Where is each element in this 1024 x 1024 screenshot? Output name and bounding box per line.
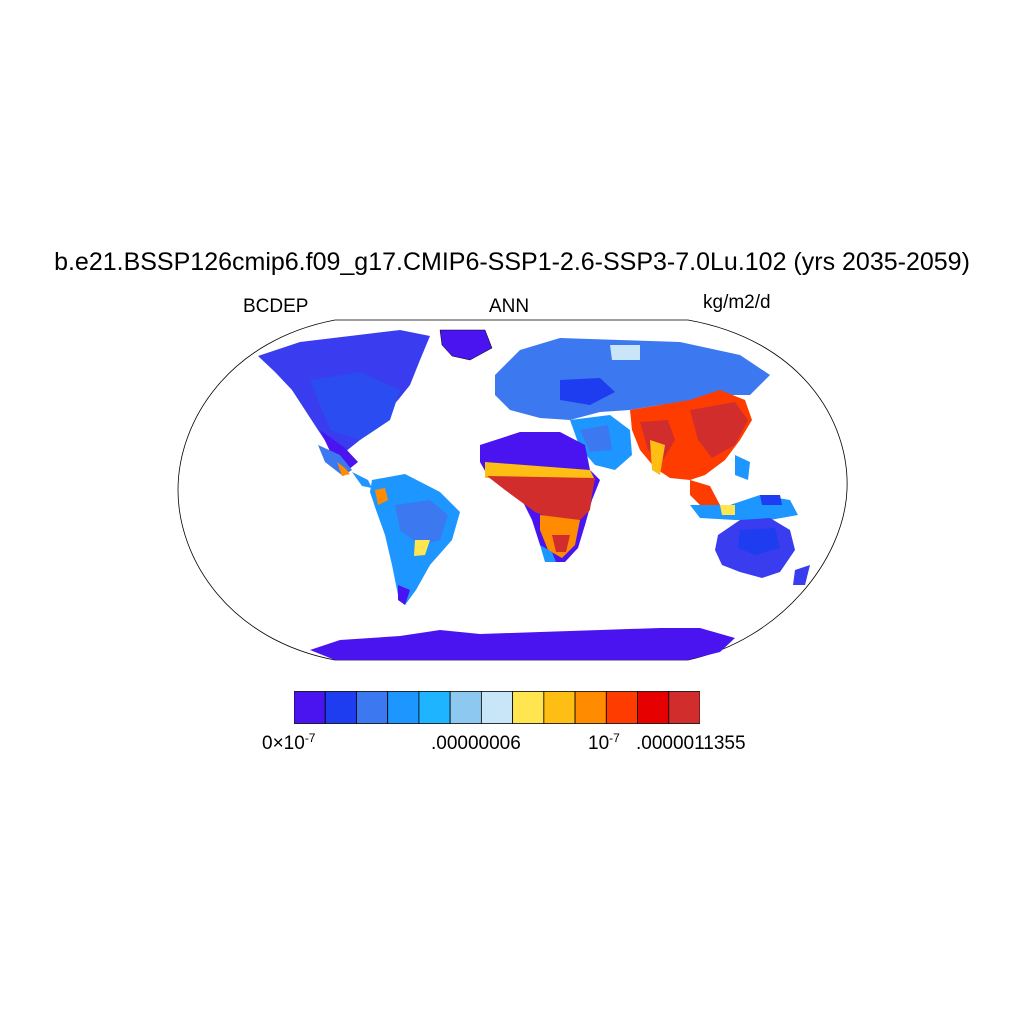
units-label: kg/m2/d: [703, 292, 771, 313]
north-america: [258, 330, 492, 488]
colorbar-label-mid: .00000006: [431, 733, 521, 754]
colorbar-box: [324, 691, 357, 724]
colorbar: [294, 691, 700, 724]
colorbar-box: [543, 691, 576, 724]
eurasia: [495, 338, 770, 420]
maritime-asia: [690, 495, 798, 520]
australia: [715, 518, 810, 585]
colorbar-box: [418, 691, 451, 724]
plot-title: b.e21.BSSP126cmip6.f09_g17.CMIP6-SSP1-2.…: [54, 248, 970, 276]
greenland: [439, 329, 493, 361]
colorbar-label-ten: 10-7: [588, 731, 620, 754]
colorbar-box: [668, 691, 700, 724]
colorbar-box: [387, 691, 420, 724]
colorbar-label-min: 0×10-7: [262, 731, 316, 754]
colorbar-label-max: .0000011355: [636, 733, 746, 754]
south-america: [370, 474, 460, 605]
season-label: ANN: [489, 296, 530, 317]
colorbar-box: [605, 691, 638, 724]
antarctica: [310, 628, 735, 660]
colorbar-box: [512, 691, 545, 724]
asia-high: [630, 390, 752, 510]
colorbar-box: [480, 691, 514, 724]
colorbar-box: [449, 691, 482, 724]
colorbar-box: [574, 691, 607, 724]
middle-east: [570, 415, 632, 470]
variable-label: BCDEP: [243, 296, 309, 317]
colorbar-box: [294, 691, 326, 724]
colorbar-box: [637, 691, 670, 724]
africa: [480, 432, 600, 562]
colorbar-box: [356, 691, 389, 724]
